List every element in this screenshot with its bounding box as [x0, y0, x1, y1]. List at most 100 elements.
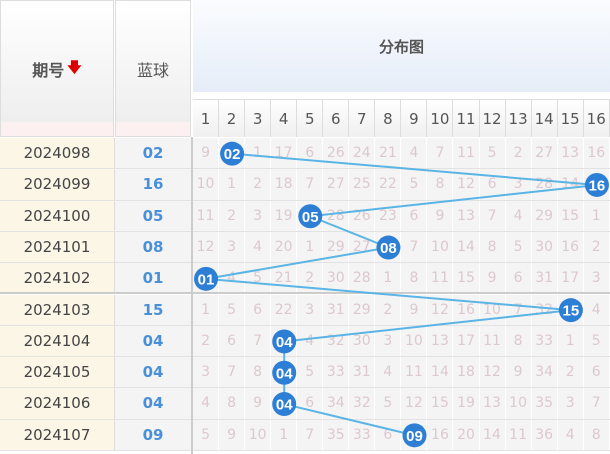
miss-count-cell: 5: [505, 231, 532, 263]
column-number: 9: [401, 100, 428, 137]
miss-count-cell: 26: [323, 138, 350, 169]
miss-count-cell: 30: [531, 231, 558, 263]
miss-count-cell: 4: [401, 138, 428, 169]
distribution-header: 分布图: [193, 0, 610, 92]
miss-count-cell: 6: [505, 263, 532, 293]
miss-count-cell: 16: [427, 419, 454, 450]
miss-count-cell: 2: [245, 169, 272, 200]
miss-count-cell: 9: [479, 263, 506, 293]
miss-count-cell: 6: [297, 138, 324, 169]
miss-count-cell: 13: [479, 388, 506, 419]
miss-count-cell: 15: [427, 388, 454, 419]
miss-count-cell: 27: [531, 138, 558, 169]
miss-count-cell: 5: [193, 419, 220, 450]
miss-count-cell: 26: [349, 200, 376, 231]
column-number: 3: [245, 100, 272, 137]
miss-count-cell: 10: [193, 169, 220, 200]
miss-count-cell: 1: [557, 325, 584, 357]
miss-count-cell: 5: [401, 169, 428, 200]
miss-count-cell: 8: [427, 169, 454, 200]
miss-count-cell: 9: [193, 138, 220, 169]
miss-count-cell: 3: [557, 388, 584, 419]
miss-count-cell: 2: [219, 200, 246, 231]
miss-count-cell: 11: [505, 419, 532, 450]
miss-count-cell: 22: [271, 294, 298, 325]
miss-count-cell: 9: [401, 294, 428, 325]
miss-count-cell: 22: [375, 169, 402, 200]
miss-count-cell: 17: [557, 263, 584, 293]
miss-count-cell: 18: [271, 169, 298, 200]
miss-count-cell: 21: [375, 138, 402, 169]
miss-count-cell: 2: [193, 325, 220, 357]
miss-count-cell: 09: [401, 419, 428, 450]
miss-count-cell: 16: [583, 169, 610, 200]
miss-count-cell: 11: [453, 138, 480, 169]
table-row: 202410404267044323031013171183315: [0, 325, 610, 358]
miss-count-cell: 9: [219, 419, 246, 450]
blue-ball-value: 08: [115, 231, 191, 263]
miss-count-cell: 1: [583, 200, 610, 231]
miss-count-cell: 10: [505, 388, 532, 419]
miss-count-cell: 7: [297, 169, 324, 200]
column-number: 10: [427, 100, 454, 137]
column-number: 1: [193, 100, 220, 137]
miss-count-cell: 13: [453, 200, 480, 231]
miss-count-cell: 18: [453, 357, 480, 388]
miss-count-cell: 34: [323, 388, 350, 419]
miss-count-cell: 29: [323, 231, 350, 263]
miss-count-cell: 31: [531, 263, 558, 293]
miss-count-cell: 9: [245, 388, 272, 419]
miss-count-cell: 28: [531, 169, 558, 200]
miss-count-cell: 04: [271, 325, 298, 357]
miss-count-cell: 32: [531, 294, 558, 325]
miss-count-cell: 33: [323, 357, 350, 388]
miss-count-cell: 31: [349, 357, 376, 388]
arrow-down-icon[interactable]: 🡇: [67, 59, 82, 76]
miss-count-cell: 32: [349, 388, 376, 419]
miss-count-cell: 31: [323, 294, 350, 325]
miss-count-cell: 34: [531, 357, 558, 388]
miss-count-cell: 15: [557, 294, 584, 325]
blue-ball-value: 09: [115, 419, 191, 450]
miss-count-cell: 10: [245, 419, 272, 450]
miss-count-cell: 1: [219, 169, 246, 200]
table-row: 202410504378045333141114181293426: [0, 357, 610, 389]
blue-ball-value: 04: [115, 357, 191, 388]
issue-number: 2024104: [0, 325, 115, 357]
table-row: 202410315156223312929121610732154: [0, 294, 610, 326]
miss-count-cell: 11: [401, 357, 428, 388]
distribution-header-label: 分布图: [378, 37, 424, 56]
miss-count-cell: 27: [349, 231, 376, 263]
table-row: 2024098029021176262421471152271316: [0, 138, 610, 170]
issue-column-header[interactable]: 期号 🡇: [0, 0, 114, 137]
miss-count-cell: 28: [323, 200, 350, 231]
miss-count-cell: 1: [193, 294, 220, 325]
miss-count-cell: 5: [479, 138, 506, 169]
miss-count-cell: 3: [219, 231, 246, 263]
miss-count-cell: 5: [375, 388, 402, 419]
miss-count-cell: 3: [505, 169, 532, 200]
miss-count-cell: 16: [557, 231, 584, 263]
table-row: 2024107095910173533609162014113648: [0, 419, 610, 451]
column-number: 13: [506, 100, 532, 137]
miss-count-cell: 12: [427, 294, 454, 325]
blue-ball-value: 01: [115, 263, 191, 293]
miss-count-cell: 1: [375, 263, 402, 293]
miss-count-cell: 14: [427, 357, 454, 388]
issue-number: 2024102: [0, 263, 115, 293]
miss-count-cell: 4: [245, 231, 272, 263]
miss-count-cell: 10: [427, 231, 454, 263]
miss-count-cell: 12: [193, 231, 220, 263]
miss-count-cell: 6: [297, 388, 324, 419]
table-row: 2024101081234201292708710148530162: [0, 231, 610, 264]
miss-count-cell: 16: [453, 294, 480, 325]
miss-count-cell: 11: [427, 263, 454, 293]
issue-number: 2024103: [0, 294, 115, 325]
miss-count-cell: 2: [505, 138, 532, 169]
issue-number: 2024098: [0, 138, 115, 169]
column-number: 16: [584, 100, 610, 137]
miss-count-cell: 15: [453, 263, 480, 293]
miss-count-cell: 8: [245, 357, 272, 388]
issue-number: 2024107: [0, 419, 115, 450]
miss-count-cell: 1: [245, 138, 272, 169]
